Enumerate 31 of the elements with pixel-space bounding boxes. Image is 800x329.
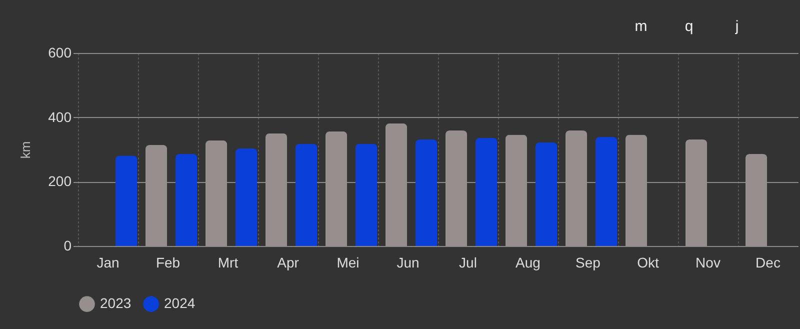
bar [116,156,138,246]
x-tick-label: Nov [696,254,720,270]
x-tick-label: Jul [459,254,477,270]
bar [536,142,558,246]
x-tick-label: Aug [516,254,540,270]
text: q [684,18,694,35]
x-tick-label: Okt [637,254,659,270]
x-tick-label: Mei [336,254,360,270]
x-tick-label: Mrt [218,254,238,270]
x-tick-label: Jun [396,254,420,270]
y-tick-label: 600 [48,44,72,60]
legend-label: 2023 [100,295,132,312]
x-tick-label: Apr [277,254,300,270]
x-tick-label: Sep [576,254,601,270]
x-tick-label: Feb [156,254,180,270]
bar [416,140,438,246]
x-tick-label: Dec [756,254,780,270]
text: m [634,18,648,35]
bar [176,154,198,246]
bar [236,148,258,246]
y-tick-label: 0 [64,238,72,254]
x-tick-label: Jan [96,254,120,270]
legend-label: 2024 [164,295,196,312]
y-tick-label: 400 [48,108,72,125]
bar [296,144,318,246]
text: j [734,18,739,35]
y-tick-label: 200 [48,173,72,190]
y-axis-title: km [18,141,34,159]
bar [596,136,618,246]
bar [476,138,498,246]
bar [356,144,378,246]
